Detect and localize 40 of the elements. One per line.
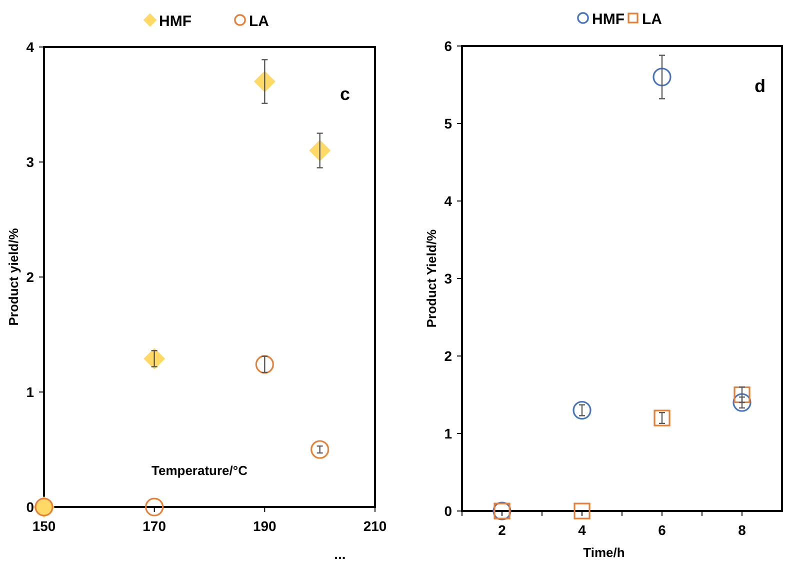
- x-tick-label: 150: [32, 518, 56, 534]
- point: [574, 502, 590, 520]
- y-tick-label: 1: [26, 384, 34, 400]
- annotation: d: [754, 76, 766, 96]
- text: ...: [334, 546, 346, 562]
- point: [734, 386, 750, 404]
- y-tick-label: 4: [26, 39, 34, 55]
- y-tick-label: 2: [444, 348, 452, 364]
- point: [654, 410, 670, 426]
- x-axis-title: Temperature/°C: [152, 463, 248, 478]
- legend-label: HMF: [592, 11, 624, 28]
- y-tick-label: 6: [444, 38, 452, 54]
- y-axis-title: Product Yield/%: [424, 228, 439, 328]
- x-tick-label: 170: [142, 518, 166, 534]
- y-tick-label: 5: [444, 116, 452, 132]
- point: [310, 440, 330, 459]
- point: [145, 498, 164, 516]
- x-tick-label: 2: [498, 522, 506, 538]
- y-tick-label: 0: [444, 503, 452, 519]
- x-axis-title: Time/h: [583, 545, 625, 560]
- y-tick-label: 0: [26, 499, 34, 515]
- x-tick-label: 4: [578, 522, 586, 538]
- legend-label: LA: [642, 11, 662, 28]
- point: [732, 393, 752, 412]
- legend-label: LA: [249, 13, 270, 30]
- y-axis-title: Product yield/%: [6, 228, 21, 326]
- y-tick-label: 2: [26, 269, 34, 285]
- x-tick-label: 190: [252, 518, 277, 534]
- x-tick-label: 8: [738, 522, 746, 538]
- legend-label: HMF: [159, 13, 192, 30]
- point: [255, 355, 274, 374]
- y-tick-label: 3: [444, 270, 452, 286]
- point: [652, 68, 672, 86]
- x-tick-label: 210: [363, 518, 387, 534]
- y-tick-label: 1: [444, 426, 452, 442]
- x-tick-label: 6: [658, 522, 666, 538]
- y-tick-label: 4: [444, 193, 452, 209]
- y-tick-label: 3: [26, 154, 34, 170]
- point: [572, 400, 592, 420]
- annotation: c: [340, 84, 350, 104]
